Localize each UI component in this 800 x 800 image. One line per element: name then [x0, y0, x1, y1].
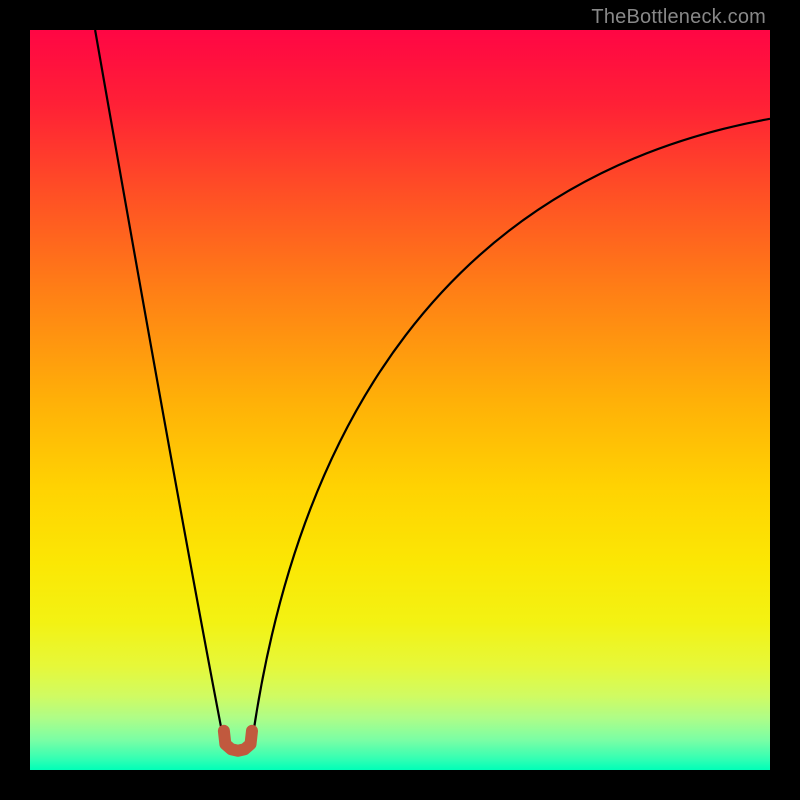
- chart-frame: TheBottleneck.com: [0, 0, 800, 800]
- plot-area: [30, 30, 770, 770]
- right-branch: [252, 119, 770, 742]
- bottleneck-curves: [30, 30, 770, 770]
- watermark-text: TheBottleneck.com: [591, 6, 766, 29]
- left-branch: [95, 30, 224, 742]
- valley-marker: [224, 731, 252, 751]
